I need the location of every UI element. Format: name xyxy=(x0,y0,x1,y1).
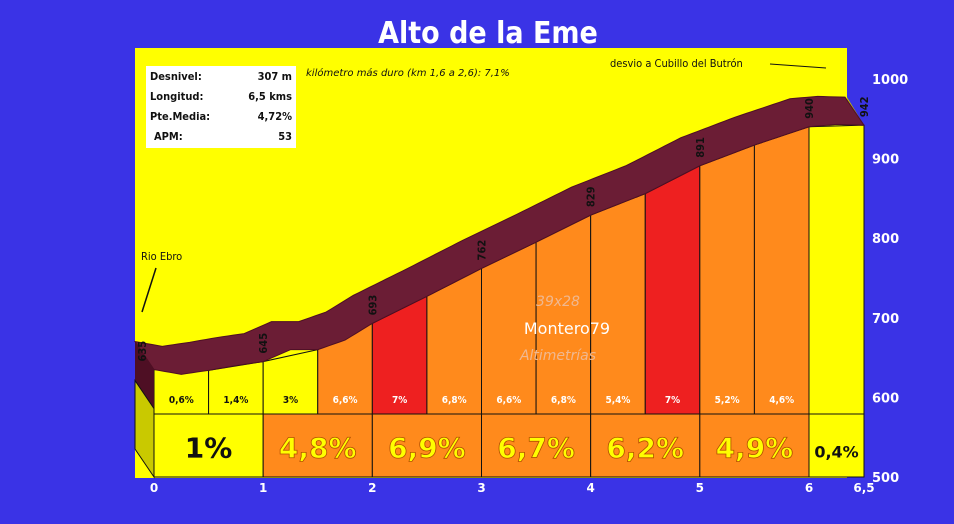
road-surface xyxy=(133,95,865,375)
stat-value: 6,5 kms xyxy=(248,90,292,103)
km-gradient-cell xyxy=(808,413,865,478)
stat-row-longitud: Longitud: 6,5 kms xyxy=(146,87,296,107)
stat-row-apm: APM: 53 xyxy=(146,127,296,147)
y-tick-label: 700 xyxy=(872,312,899,327)
stat-value: 4,72% xyxy=(257,110,292,123)
stat-row-pendiente: Pte.Media: 4,72% xyxy=(146,107,296,127)
watermark-line3: Altimetrías xyxy=(519,348,596,364)
annotation-pointer xyxy=(769,63,827,69)
stat-label: Desnivel: xyxy=(150,70,202,83)
elevation-label: 762 xyxy=(476,240,489,261)
watermark-line2: Montero79 xyxy=(524,319,610,338)
km-gradient-cell xyxy=(481,413,592,478)
x-tick-label: 4 xyxy=(586,481,594,495)
half-km-gradient-label: 5,4% xyxy=(605,395,630,406)
x-tick-label: 6 xyxy=(805,481,813,495)
stat-value: 53 xyxy=(278,130,292,143)
km-gradient-cell xyxy=(590,413,701,478)
elevation-label: 940 xyxy=(803,98,816,119)
km-gradient-label: 4,9% xyxy=(716,432,794,465)
half-km-gradient-label: 7% xyxy=(665,395,680,406)
y-tick-label: 800 xyxy=(872,232,899,247)
elevation-label: 942 xyxy=(858,96,871,117)
x-tick-label: 3 xyxy=(477,481,485,495)
km-gradient-label: 4,8% xyxy=(279,432,357,465)
hardest-km-note: kilómetro más duro (km 1,6 a 2,6): 7,1% xyxy=(306,68,510,79)
annotation-cubillo: desvio a Cubillo del Butrón xyxy=(610,57,743,70)
elevation-label: 693 xyxy=(366,295,379,316)
x-tick-label: 2 xyxy=(368,481,376,495)
annotation-pointer xyxy=(141,267,157,313)
stat-label: APM: xyxy=(154,130,183,143)
km-gradient-label: 0,4% xyxy=(814,443,858,462)
stat-label: Longitud: xyxy=(150,90,204,103)
x-tick-label: 5 xyxy=(696,481,704,495)
chart-title: Alto de la Eme xyxy=(378,16,598,51)
half-km-gradient-label: 6,6% xyxy=(333,395,358,406)
half-km-gradient-label: 4,6% xyxy=(769,395,794,406)
y-tick-label: 500 xyxy=(872,471,899,486)
km-gradient-cell xyxy=(262,413,373,478)
watermark-line1: 39x28 xyxy=(536,294,580,310)
half-km-gradient-label: 6,8% xyxy=(442,395,467,406)
y-tick-label: 600 xyxy=(872,391,899,406)
km-gradient-cell xyxy=(699,413,810,478)
x-tick-label: 6,5 xyxy=(853,481,874,495)
y-tick-label: 1000 xyxy=(872,73,908,88)
half-km-gradient-label: 3% xyxy=(283,395,298,406)
elevation-label: 645 xyxy=(257,333,270,354)
half-km-gradient-label: 7% xyxy=(392,395,407,406)
stat-row-desnivel: Desnivel: 307 m xyxy=(146,67,296,87)
half-km-gradient-label: 0,6% xyxy=(169,395,194,406)
annotation-rio-ebro: Rio Ebro xyxy=(141,250,182,263)
km-gradient-cell xyxy=(153,413,264,478)
half-km-gradient-label: 1,4% xyxy=(223,395,248,406)
half-km-gradient-label: 5,2% xyxy=(715,395,740,406)
km-gradient-label: 6,2% xyxy=(606,432,684,465)
stat-label: Pte.Media: xyxy=(150,110,211,123)
km-gradient-cell xyxy=(371,413,483,478)
y-tick-label: 900 xyxy=(872,153,899,168)
elevation-label: 829 xyxy=(585,186,598,207)
x-tick-label: 1 xyxy=(259,481,267,495)
half-km-gradient-label: 6,8% xyxy=(551,395,576,406)
stat-value: 307 m xyxy=(257,70,292,83)
elevation-label: 635 xyxy=(136,341,149,362)
elevation-label: 891 xyxy=(694,137,707,158)
x-tick-label: 0 xyxy=(150,481,158,495)
stats-panel: Desnivel: 307 m Longitud: 6,5 kms Pte.Me… xyxy=(146,66,296,148)
km-gradient-label: 1% xyxy=(185,432,233,465)
km-gradient-label: 6,7% xyxy=(497,432,575,465)
km-gradient-label: 6,9% xyxy=(388,432,466,465)
half-km-gradient-label: 6,6% xyxy=(496,395,521,406)
